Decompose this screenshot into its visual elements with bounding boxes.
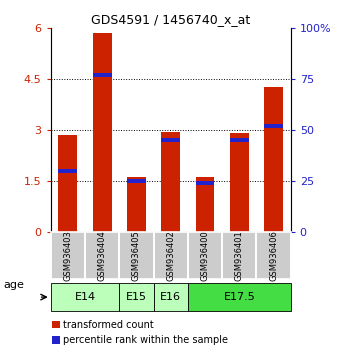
Title: GDS4591 / 1456740_x_at: GDS4591 / 1456740_x_at [91,13,250,26]
Bar [85,232,119,279]
Bar [264,87,283,232]
Bar [196,177,214,232]
Text: age: age [3,280,24,290]
Bar [196,181,214,185]
Bar [93,73,112,77]
Bar [257,232,291,279]
Text: GSM936406: GSM936406 [269,230,278,281]
Text: GSM936404: GSM936404 [98,230,106,281]
Bar [127,177,146,232]
Text: E17.5: E17.5 [223,292,255,302]
Text: GSM936403: GSM936403 [63,230,72,281]
Bar [51,282,119,311]
Bar [188,232,222,279]
Bar [161,138,180,142]
Text: transformed count: transformed count [64,320,154,330]
Bar [161,132,180,232]
Text: GSM936400: GSM936400 [200,230,210,281]
Bar [230,138,249,142]
Bar [264,124,283,128]
Bar [153,232,188,279]
Text: percentile rank within the sample: percentile rank within the sample [64,335,228,345]
Bar [119,282,153,311]
Bar [58,135,77,232]
Text: E16: E16 [160,292,181,302]
Bar [93,33,112,232]
Text: GSM936402: GSM936402 [166,230,175,281]
Text: GSM936405: GSM936405 [132,230,141,281]
Text: E14: E14 [74,292,96,302]
Bar [127,179,146,183]
Bar [52,336,60,343]
Text: E15: E15 [126,292,147,302]
Text: GSM936401: GSM936401 [235,230,244,281]
Bar [51,232,85,279]
Bar [188,282,291,311]
Bar [230,133,249,232]
Bar [119,232,153,279]
Bar [153,282,188,311]
Bar [222,232,257,279]
Bar [58,169,77,173]
Bar [52,321,60,328]
